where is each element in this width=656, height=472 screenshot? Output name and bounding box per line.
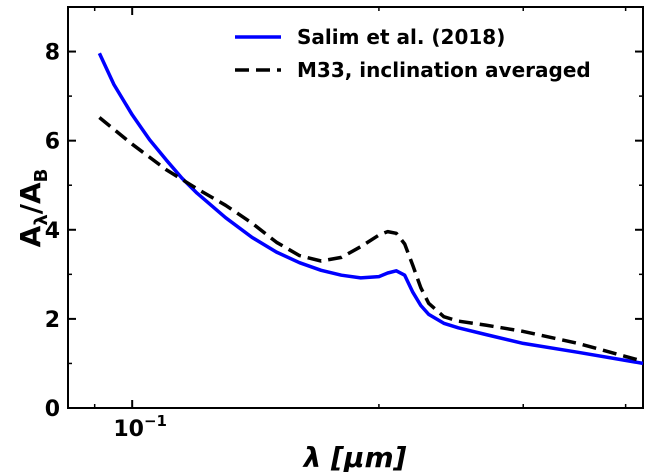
svg-text:Aλ/AB: Aλ/AB — [14, 169, 52, 248]
x-tick-label: 10−1 — [113, 412, 167, 442]
y-label-mid: /A — [14, 182, 47, 214]
y-tick-label: 8 — [45, 41, 60, 66]
y-tick-label: 2 — [45, 308, 60, 333]
y-tick-label: 4 — [45, 219, 60, 244]
y-label-main: A — [14, 225, 47, 247]
y-axis-ticks: 0 2 4 6 8 — [45, 41, 643, 422]
plot-frame — [67, 6, 644, 409]
legend-label-0: Salim et al. (2018) — [297, 25, 505, 49]
x-axis-ticks: 10−1 — [93, 7, 627, 442]
y-axis-label: Aλ/AB — [14, 169, 52, 248]
series-line-0 — [97, 52, 644, 366]
series-layer — [97, 52, 644, 366]
x-axis-label: λ [μm] — [302, 441, 407, 472]
series-line-1 — [98, 116, 644, 363]
y-label-sub2: B — [31, 169, 52, 183]
y-label-sub1: λ — [31, 214, 52, 225]
legend: Salim et al. (2018) M33, inclination aver… — [235, 25, 591, 82]
y-tick-label: 0 — [45, 397, 60, 422]
y-tick-label: 6 — [45, 130, 60, 155]
plot-area: 0 2 4 6 8 10−1 — [45, 6, 644, 442]
legend-label-1: M33, inclination averaged — [297, 58, 591, 82]
